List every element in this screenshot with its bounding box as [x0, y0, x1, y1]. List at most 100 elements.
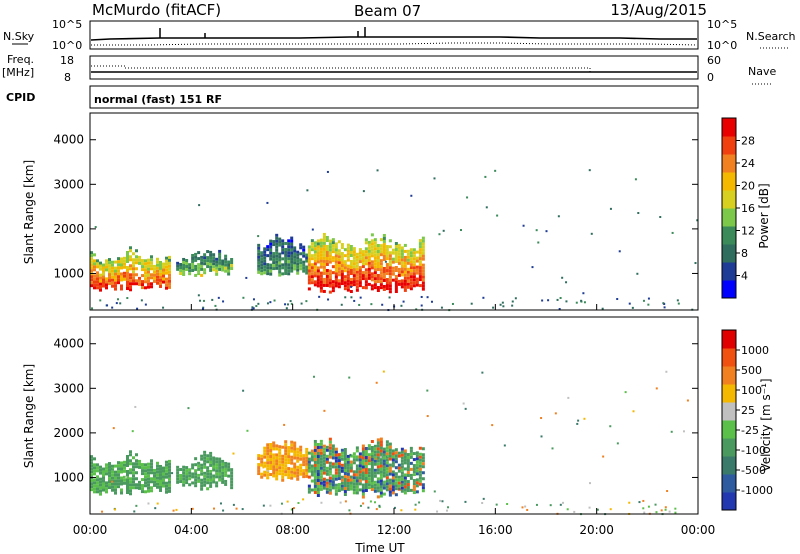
- velocity-echo-cell: [215, 469, 219, 473]
- power-echo-cell: [322, 253, 326, 257]
- power-echo-cell: [412, 248, 416, 252]
- power-echo-cell: [379, 277, 383, 281]
- power-echo-cell: [102, 275, 105, 279]
- velocity-echo-cell: [200, 472, 204, 476]
- power-echo-cell: [307, 266, 311, 270]
- velocity-echo-cell: [296, 471, 300, 475]
- power-echo-cell: [153, 264, 156, 268]
- velocity-scatter-cell: [379, 456, 382, 459]
- velocity-echo-cell: [334, 492, 338, 496]
- velocity-echo-cell: [185, 472, 189, 476]
- velocity-echo-cell: [355, 482, 359, 486]
- power-echo-cell: [382, 287, 386, 291]
- power-echo-cell: [346, 279, 350, 283]
- power-scatter-cell: [359, 296, 362, 299]
- velocity-echo-cell: [278, 469, 282, 473]
- velocity-colorbar-label: Velocity [m s⁻¹]: [759, 378, 773, 471]
- power-echo-cell: [364, 247, 368, 251]
- power-echo-cell: [159, 275, 162, 279]
- velocity-echo-cell: [391, 491, 395, 495]
- velocity-echo-cell: [284, 452, 288, 456]
- velocity-echo-cell: [376, 450, 380, 454]
- power-echo-cell: [352, 268, 356, 272]
- power-echo-cell: [105, 262, 108, 266]
- velocity-echo-cell: [153, 474, 156, 478]
- power-echo-cell: [310, 239, 314, 243]
- velocity-echo-cell: [123, 478, 126, 482]
- velocity-echo-cell: [373, 471, 377, 475]
- velocity-echo-cell: [299, 448, 303, 452]
- velocity-echo-cell: [287, 455, 291, 459]
- power-scatter-cell: [370, 303, 373, 306]
- power-echo-cell: [191, 256, 195, 260]
- power-echo-cell: [403, 249, 407, 253]
- velocity-echo-cell: [313, 478, 317, 482]
- velocity-echo-cell: [334, 450, 338, 454]
- velocity-echo-cell: [209, 475, 213, 479]
- velocity-echo-cell: [349, 475, 353, 479]
- power-echo-cell: [346, 249, 350, 253]
- velocity-echo-cell: [349, 478, 353, 482]
- velocity-echo-cell: [120, 467, 123, 471]
- velocity-echo-cell: [305, 468, 309, 472]
- velocity-echo-cell: [144, 478, 147, 482]
- power-echo-cell: [168, 261, 171, 265]
- velocity-echo-cell: [376, 489, 380, 493]
- power-echo-cell: [379, 274, 383, 278]
- power-echo-cell: [379, 286, 383, 290]
- velocity-echo-cell: [418, 458, 422, 462]
- velocity-echo-cell: [406, 453, 410, 457]
- velocity-echo-cell: [206, 472, 210, 476]
- velocity-scatter-cell: [312, 375, 315, 378]
- velocity-echo-cell: [412, 467, 416, 471]
- power-echo-cell: [316, 269, 320, 273]
- velocity-echo-cell: [221, 462, 225, 466]
- power-echo-cell: [394, 284, 398, 288]
- velocity-scatter-cell: [339, 501, 342, 504]
- power-echo-cell: [340, 252, 344, 256]
- power-echo-cell: [230, 258, 234, 262]
- velocity-echo-cell: [168, 474, 171, 478]
- velocity-echo-cell: [281, 454, 285, 458]
- power-echo-cell: [385, 269, 389, 273]
- freq-tick-top: 18: [60, 54, 74, 67]
- velocity-echo-cell: [409, 461, 413, 465]
- velocity-echo-cell: [388, 487, 392, 491]
- power-scatter-cell: [694, 262, 697, 265]
- power-echo-cell: [144, 277, 147, 281]
- power-scatter-cell: [211, 298, 214, 301]
- velocity-echo-cell: [165, 481, 168, 485]
- velocity-echo-cell: [200, 457, 204, 461]
- power-echo-cell: [403, 258, 407, 262]
- velocity-echo-cell: [382, 483, 386, 487]
- power-echo-cell: [278, 240, 282, 244]
- velocity-echo-cell: [379, 479, 383, 483]
- power-echo-cell: [278, 264, 282, 268]
- power-echo-cell: [352, 277, 356, 281]
- velocity-echo-cell: [272, 447, 276, 451]
- power-echo-cell: [272, 261, 276, 265]
- power-echo-cell: [93, 262, 96, 266]
- velocity-echo-cell: [266, 452, 270, 456]
- velocity-echo-cell: [403, 482, 407, 486]
- velocity-echo-cell: [111, 488, 114, 492]
- velocity-echo-cell: [397, 451, 401, 455]
- power-echo-cell: [370, 275, 374, 279]
- velocity-echo-cell: [281, 445, 285, 449]
- velocity-scatter-cell: [323, 409, 326, 412]
- velocity-echo-cell: [150, 480, 153, 484]
- velocity-echo-cell: [168, 480, 171, 484]
- velocity-echo-cell: [123, 481, 126, 485]
- velocity-echo-cell: [319, 484, 323, 488]
- velocity-echo-cell: [287, 449, 291, 453]
- velocity-echo-cell: [269, 455, 273, 459]
- power-echo-cell: [168, 258, 171, 262]
- power-scatter-cell: [214, 304, 217, 307]
- power-echo-cell: [215, 272, 219, 276]
- power-echo-cell: [141, 265, 144, 269]
- velocity-echo-cell: [129, 492, 132, 496]
- velocity-echo-cell: [316, 458, 320, 462]
- power-echo-cell: [337, 252, 341, 256]
- power-echo-cell: [397, 249, 401, 253]
- velocity-echo-cell: [388, 463, 392, 467]
